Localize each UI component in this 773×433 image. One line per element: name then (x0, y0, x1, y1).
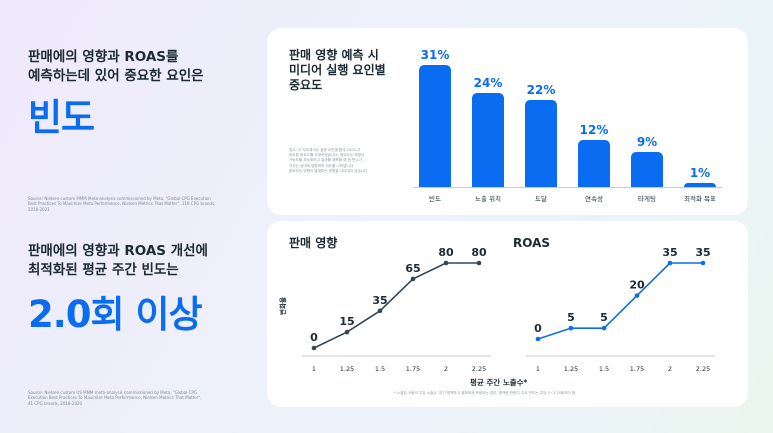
footnote: * 노출된 사람의 주당 노출수. 여기 명백하고 정확하게 측정되는 경우, … (394, 391, 577, 395)
sales-data-label: 15 (339, 315, 354, 328)
roas-data-label: 5 (567, 311, 575, 324)
roas-series-line (537, 262, 703, 340)
bar-value-label: 12% (579, 122, 609, 137)
roas-data-label: 35 (662, 246, 677, 259)
note-line: 중요도는 영향이 발생하는 방향을 나타내지 않습니다. (289, 168, 369, 173)
left-bottom-block: 판매에의 영향과 ROAS 개선에 최적화된 평균 주간 빈도는 2.0회 이상 (28, 242, 258, 338)
bar (472, 92, 504, 187)
bar-category-label: 빈도 (429, 195, 441, 203)
roas-data-point (568, 325, 574, 331)
left-bottom-highlight: 2.0회 이상 (28, 293, 203, 336)
left-top-block: 판매에의 영향과 ROAS를 예측하는데 있어 중요한 요인은 빈도 (28, 48, 258, 141)
bar-category-label: 최적화 목표 (684, 195, 716, 203)
sales-data-point (377, 308, 383, 314)
source-line: Source: Nielsen custom MMM Meta-analysis… (28, 196, 211, 201)
bar-category-label: 연속성 (585, 195, 603, 203)
left-bottom-heading-line2: 최적화된 평균 주간 빈도는 (28, 262, 179, 278)
roas-x-tick-label: 2 (668, 365, 672, 373)
sales-chart-title: 판매 영향 (289, 236, 338, 250)
roas-x-tick-label: 1.75 (630, 365, 644, 373)
source-line: Best Practices To Maximize Meta Performa… (28, 201, 216, 207)
bar-value-label: 31% (420, 48, 450, 62)
bar-value-label: 22% (526, 83, 556, 98)
left-top-highlight: 빈도 (28, 96, 95, 139)
sales-x-tick-label: 2 (444, 365, 448, 373)
x-axis-title: 평균 주간 노출수* (470, 378, 528, 387)
note-line: 가능도를 최소화하고 결과를 예측할 때 한 변수가 (289, 158, 362, 163)
bar (684, 183, 716, 187)
roas-data-point (700, 260, 706, 266)
sales-x-tick-label: 1.25 (340, 365, 354, 373)
source-line: Execution Best Practices To Maximize Met… (28, 395, 202, 401)
roas-data-point (667, 260, 673, 266)
source-line: Source: Nielsen custom US MMM meta-analy… (28, 390, 197, 395)
left-top-heading-line2: 예측하는데 있어 중요한 요인은 (28, 68, 204, 84)
bar-value-label: 1% (689, 166, 711, 180)
bar (419, 65, 451, 187)
sales-data-point (410, 276, 416, 282)
roas-data-label: 20 (629, 279, 645, 292)
bar-chart-note: 참고: 이 차트에서는 설명 요인별 합계 100%가 되도록 중요도를 조정하… (289, 148, 409, 174)
bar-chart-title-line: 미디어 실행 요인별 (289, 63, 386, 77)
sales-data-point (443, 260, 449, 266)
bar-chart-title-line: 판매 영향 예측 시 (289, 48, 379, 62)
sales-x-tick-label: 2.25 (472, 365, 486, 373)
note-line: 되도록 중요도를 조정하였습니다. 중요도는 모델이 (289, 153, 365, 158)
roas-x-tick-label: 1.5 (599, 365, 609, 373)
left-top-heading-line1: 판매에의 영향과 ROAS를 (28, 49, 179, 65)
sales-data-label: 0 (310, 331, 318, 344)
sales-x-tick-label: 1.75 (406, 365, 420, 373)
roas-data-label: 35 (695, 246, 710, 259)
bar-chart-title-line: 중요도 (289, 78, 323, 92)
sales-data-label: 65 (405, 262, 420, 275)
bar (631, 151, 663, 187)
left-bottom-heading-line1: 판매에의 영향과 ROAS 개선에 (28, 243, 208, 259)
roas-data-label: 0 (534, 322, 542, 335)
bar-category-label: 도달 (535, 195, 547, 203)
bar-chart-baseline (413, 187, 722, 188)
sales-data-point (476, 260, 482, 266)
left-top-source: Source: Nielsen custom MMM Meta-analysis… (28, 196, 258, 212)
line-chart-card: 판매 영향 ROAS 변화율 0 1 15 1.25 35 1.5 65 1.75 80 2 80 2… (267, 221, 748, 407)
source-line: 2018-2021 (28, 206, 50, 212)
note-line: 참고: 이 차트에서는 설명 요인별 합계 100%가 (289, 148, 361, 152)
bar-category-label: 타게팅 (638, 195, 656, 203)
bar-chart-card: 판매 영향 예측 시 미디어 실행 요인별 중요도 참고: 이 차트에서는 설명… (267, 28, 748, 215)
roas-data-label: 5 (600, 311, 608, 324)
bar-chart-title: 판매 영향 예측 시 미디어 실행 요인별 중요도 (289, 48, 386, 93)
line-charts-svg: 01151.25351.5651.75802802.250151.2551.52… (302, 246, 715, 373)
roas-x-tick-label: 1.25 (564, 365, 578, 373)
note-line: 가지는 상대적 영향력의 척도를 나타냅니다. (289, 163, 355, 168)
sales-series-line (313, 262, 479, 349)
bar-category-label: 노출 위치 (475, 195, 501, 203)
bar-value-label: 24% (473, 75, 503, 90)
roas-x-tick-label: 2.25 (696, 365, 710, 373)
sales-data-point (311, 345, 317, 351)
roas-data-point (601, 325, 607, 331)
source-line: 41 CPG brands, 2018-2020 (28, 400, 83, 406)
roas-chart-title: ROAS (513, 236, 551, 250)
sales-x-tick-label: 1 (312, 365, 316, 373)
roas-x-tick-label: 1 (536, 365, 540, 373)
bar (525, 100, 557, 187)
roas-data-point (535, 336, 541, 342)
bar-value-label: 9% (636, 134, 658, 149)
sales-data-label: 35 (372, 294, 387, 307)
bar (578, 139, 610, 187)
sales-x-tick-label: 1.5 (375, 365, 385, 373)
roas-data-point (634, 293, 640, 298)
sales-data-point (344, 329, 350, 335)
sales-data-label: 80 (438, 246, 454, 259)
left-bottom-source: Source: Nielsen custom US MMM meta-analy… (28, 390, 258, 406)
sales-data-label: 80 (471, 246, 487, 259)
